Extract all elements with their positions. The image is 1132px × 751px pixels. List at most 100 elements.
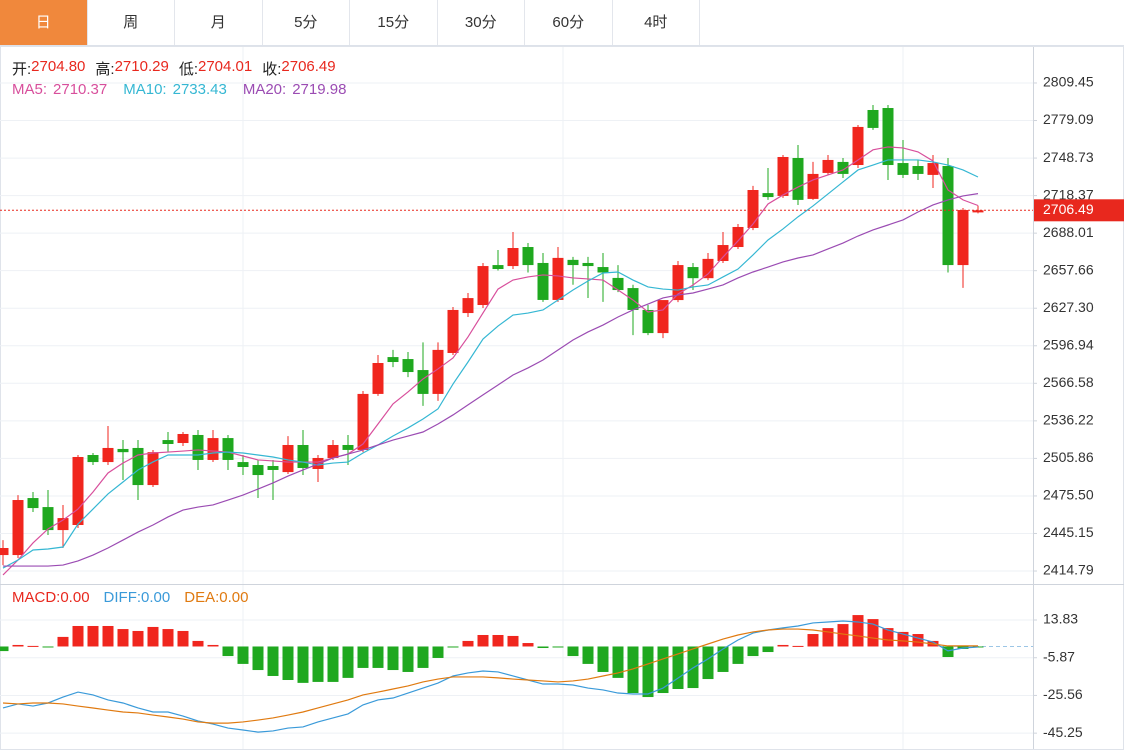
period-tab[interactable]: 30分	[438, 0, 525, 45]
macd-bar	[72, 625, 84, 647]
candle-body	[657, 300, 669, 334]
candle-body	[642, 309, 654, 334]
y-tick-label: 2596.94	[1043, 336, 1094, 352]
candle-body	[957, 210, 969, 266]
macd-bar	[477, 634, 489, 647]
candle-body	[522, 247, 534, 266]
macd-bar	[327, 646, 339, 682]
macd-bar	[837, 624, 849, 647]
y-tick-label: 2657.66	[1043, 261, 1094, 277]
candle-body	[267, 466, 279, 470]
candle-body	[297, 444, 309, 468]
macd-bar	[102, 625, 114, 647]
candle-body	[357, 393, 369, 450]
macd-bar	[162, 629, 174, 647]
candle-body	[807, 173, 819, 199]
line	[2, 146, 979, 576]
candle-body	[447, 309, 459, 353]
candle-body	[912, 166, 924, 174]
period-tab[interactable]: 15分	[350, 0, 438, 45]
candle-body	[777, 156, 789, 196]
candle-body	[717, 245, 729, 261]
macd-bar	[747, 646, 759, 657]
ohlc-value: 2706.49	[281, 58, 336, 75]
y-tick-label: 2414.79	[1043, 562, 1094, 578]
ohlc-value: 2704.01	[197, 58, 253, 75]
period-tab[interactable]: 4时	[613, 0, 700, 45]
macd-bar	[177, 630, 189, 647]
period-tab[interactable]: 周	[88, 0, 175, 45]
ohlc-label: 高:	[95, 61, 115, 78]
legend-name: DEA:	[184, 589, 220, 606]
candle-body	[192, 434, 204, 460]
period-tab[interactable]: 月	[175, 0, 263, 45]
line	[2, 628, 978, 724]
y-tick-label: 2688.01	[1043, 224, 1094, 240]
macd-legend: MACD: 0.00 DIFF: 0.00 DEA: 0.00	[12, 589, 262, 606]
candle-body	[672, 265, 684, 301]
macd-bar	[87, 625, 99, 647]
candle-body	[762, 193, 774, 198]
candle-body	[627, 288, 639, 310]
candle-body	[582, 262, 594, 267]
macd-bar	[642, 646, 654, 698]
macd-bar	[627, 646, 639, 694]
last-price-box	[1034, 199, 1124, 222]
macd-bar	[417, 646, 429, 668]
period-tab[interactable]: 60分	[525, 0, 613, 45]
candle-body	[27, 498, 39, 509]
candle-body	[0, 548, 9, 556]
legend-name: MA20:	[242, 81, 287, 98]
macd-bar	[777, 644, 789, 647]
macd-bar	[552, 646, 564, 648]
macd-bar	[27, 645, 39, 647]
candle-body	[282, 444, 294, 473]
y-tick-label: -25.56	[1043, 686, 1083, 702]
candle-body	[567, 259, 579, 266]
period-tab[interactable]: 日	[0, 0, 88, 45]
macd-bar	[762, 646, 774, 653]
candle-body	[57, 518, 69, 531]
candle-body	[477, 266, 489, 306]
candle-body	[492, 265, 504, 270]
candle-body	[612, 277, 624, 291]
macd-bar	[522, 643, 534, 647]
candle-body	[462, 298, 474, 314]
macd-bar	[567, 646, 579, 657]
macd-bar	[447, 646, 459, 648]
y-tick-label: 13.83	[1043, 611, 1078, 627]
candle-body	[117, 448, 129, 453]
ohlc-value: 2710.29	[114, 58, 169, 75]
macd-bar	[852, 615, 864, 647]
macd-bar	[387, 646, 399, 671]
period-tab[interactable]: 5分	[263, 0, 350, 45]
candle-body	[222, 438, 234, 460]
macd-bar	[42, 646, 54, 648]
candle-body	[867, 109, 879, 128]
candle-body	[702, 258, 714, 279]
legend-value: 0.00	[219, 589, 249, 606]
ohlc-value: 2704.80	[31, 58, 86, 75]
macd-bar	[897, 631, 909, 647]
macd-bar	[657, 646, 669, 694]
macd-bar	[702, 646, 714, 680]
macd-bar	[402, 646, 414, 672]
line	[2, 620, 979, 733]
candle-body	[72, 456, 84, 526]
macd-bar	[237, 646, 249, 664]
candle-body	[132, 447, 144, 486]
macd-bar	[57, 636, 69, 647]
macd-bar	[372, 646, 384, 668]
legend-name: MACD:	[12, 589, 61, 606]
legend-value: 0.00	[60, 589, 90, 606]
y-tick-label: 2627.30	[1043, 299, 1094, 315]
line	[2, 159, 979, 569]
candle-body	[942, 166, 954, 266]
candle-body	[12, 500, 24, 556]
candle-body	[507, 248, 519, 267]
legend-value: 2719.98	[292, 81, 347, 98]
macd-bar	[942, 646, 954, 658]
macd-bar	[732, 646, 744, 664]
legend-name: MA10:	[123, 81, 167, 98]
